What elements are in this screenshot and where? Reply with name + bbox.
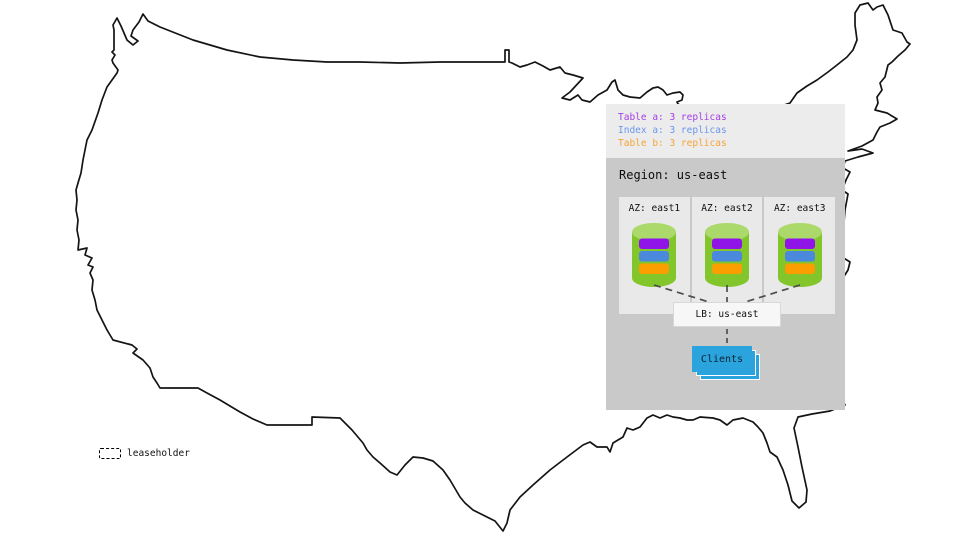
replica-bar-index-a [712,251,742,262]
cylinder-top [705,223,749,241]
load-balancer-label: LB: us-east [695,309,759,320]
az-label: AZ: east1 [628,203,681,214]
db-node-icon [705,223,749,287]
az-box-east1: AZ: east1 [619,197,690,314]
az-label: AZ: east2 [701,203,753,214]
replica-bar-table-a [639,238,670,249]
leaseholder-key-label: leaseholder [127,448,190,459]
clients-box: Clients [692,346,752,372]
cylinder-top [777,223,822,241]
region-box: Region: us-east AZ: east1 [606,158,845,410]
db-node-icon [632,223,677,287]
load-balancer-box: LB: us-east [673,302,781,327]
legend-item-index-a: Index a: 3 replicas [618,125,727,136]
leaseholder-dashed-icon [99,448,121,459]
clients-label: Clients [700,353,744,365]
region-title: Region: us-east [619,168,728,182]
replica-legend: Table a: 3 replicas Index a: 3 replicas … [606,104,845,158]
replica-bar-index-a-leaseholder [639,251,670,262]
cylinder-top [632,223,677,241]
db-node-icon [777,223,822,287]
replica-bar-table-a [712,238,742,249]
az-box-east2: AZ: east2 [691,197,763,314]
legend-item-table-a: Table a: 3 replicas [618,112,727,123]
replica-bar-table-b [784,263,815,274]
clients-stack: Clients [692,346,762,382]
replica-bar-table-b [639,263,670,274]
replica-bar-table-a-leaseholder [784,238,815,249]
az-label: AZ: east3 [773,203,826,214]
legend-item-table-b: Table b: 3 replicas [618,138,727,149]
region-diagram-panel: Table a: 3 replicas Index a: 3 replicas … [606,104,845,410]
az-box-east3: AZ: east3 [764,197,836,314]
az-row: AZ: east1 AZ: east2 [619,197,836,314]
leaseholder-key: leaseholder [99,448,190,459]
replica-bar-table-b-leaseholder [712,263,742,274]
replica-bar-index-a [784,251,815,262]
